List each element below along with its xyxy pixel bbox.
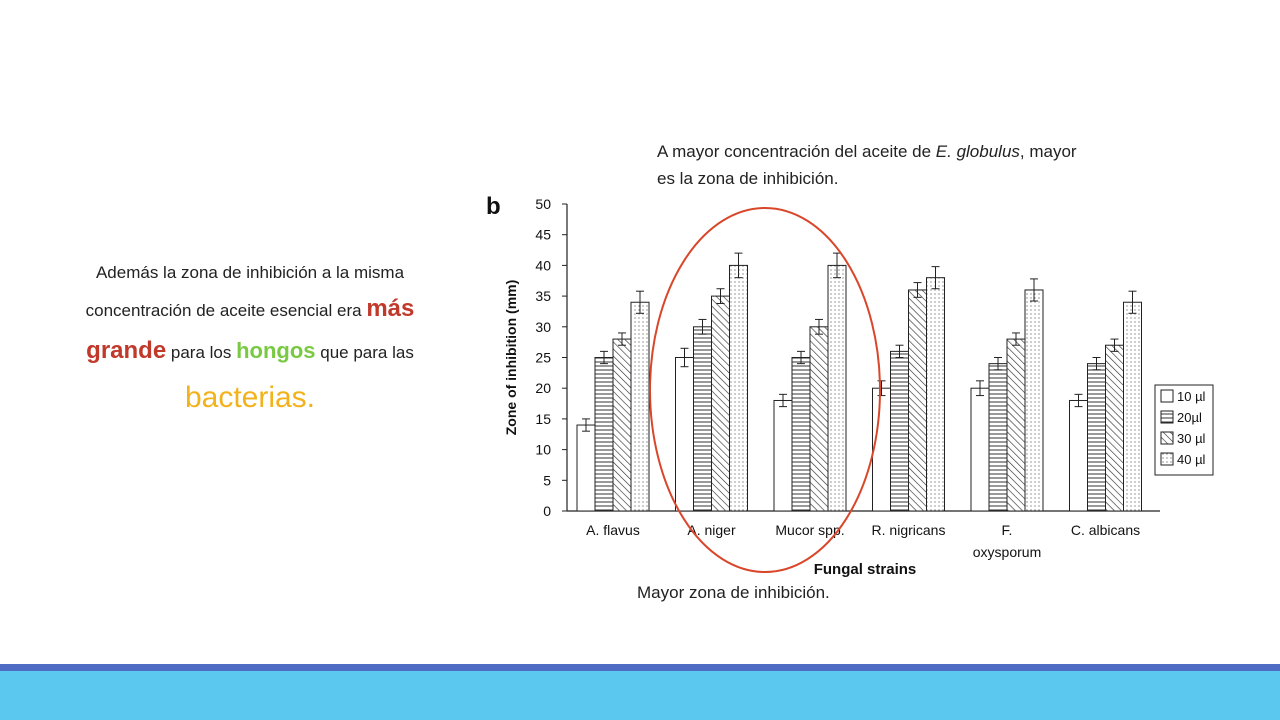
- bar: [926, 277, 945, 512]
- bar: [1024, 289, 1044, 512]
- legend-swatch: [1160, 431, 1174, 445]
- y-tick-label: 10: [535, 442, 551, 458]
- footer-cyan-band: [0, 671, 1280, 720]
- left-text-part2: para los: [166, 342, 237, 362]
- legend-swatch: [1160, 389, 1174, 403]
- footer-blue-strip: [0, 664, 1280, 671]
- bar: [988, 363, 1008, 512]
- y-tick-label: 45: [535, 227, 551, 243]
- y-tick-label: 25: [535, 350, 551, 366]
- bar: [729, 264, 748, 512]
- y-tick-label: 15: [535, 411, 551, 427]
- inhibition-bar-chart: b 0 5 10 15 20 25 30 35 40 45 50 Zone of inhibition …: [486, 193, 1214, 578]
- y-tick-label: 30: [535, 319, 551, 335]
- bar: [872, 387, 891, 512]
- bar: [970, 387, 990, 512]
- y-tick-label: 0: [543, 503, 551, 519]
- bar: [612, 338, 632, 512]
- y-axis-label: Zone of inhibition (mm): [503, 280, 519, 436]
- bar: [809, 326, 829, 512]
- bar: [1006, 338, 1026, 512]
- bar: [1069, 399, 1088, 512]
- bar: [1123, 301, 1142, 512]
- x-tick-label: oxysporum: [973, 544, 1041, 560]
- highlight-bacterias: bacterias.: [184, 380, 316, 414]
- x-tick-label: F.: [1002, 522, 1013, 538]
- bar: [1087, 363, 1106, 512]
- highlight-mas-grande: más grande: [86, 294, 415, 364]
- legend-swatch: [1160, 452, 1174, 466]
- bar: [908, 289, 927, 512]
- bar: [693, 326, 712, 512]
- bar: [890, 350, 909, 512]
- y-tick-label: 40: [535, 257, 551, 273]
- bar: [630, 301, 650, 512]
- x-tick-label: R. nigricans: [872, 522, 946, 538]
- bottom-annotation: Mayor zona de inhibición.: [637, 583, 830, 602]
- left-explanation: Además la zona de inhibición a la misma …: [70, 258, 430, 424]
- y-tick-label: 35: [535, 288, 551, 304]
- bar: [675, 357, 694, 512]
- panel-label: b: [486, 193, 501, 220]
- legend-label: 40 µl: [1177, 452, 1206, 467]
- top-annotation: A mayor concentración del aceite de E. g…: [657, 138, 1077, 192]
- y-tick-label: 50: [535, 196, 551, 212]
- x-axis-label: Fungal strains: [814, 561, 917, 578]
- bar: [827, 264, 847, 512]
- left-text-part1: Además la zona de inhibición a la misma …: [85, 263, 405, 320]
- legend-label: 20µl: [1177, 410, 1202, 425]
- top-note-species: E. globulus: [935, 142, 1020, 161]
- x-tick-label: Mucor spp.: [775, 522, 844, 538]
- highlight-hongos: hongos: [236, 337, 316, 363]
- bar: [773, 399, 793, 512]
- top-note-part1: A mayor concentración del aceite de: [657, 142, 936, 161]
- y-tick-label: 20: [535, 380, 551, 396]
- legend-label: 30 µl: [1177, 431, 1206, 446]
- legend-swatch: [1160, 410, 1174, 424]
- bar: [576, 424, 596, 512]
- x-tick-label: C. albicans: [1071, 522, 1140, 538]
- top-note-part2: , mayor es la zona de inhibición.: [657, 142, 1077, 189]
- x-tick-label: A. flavus: [586, 522, 640, 538]
- bar: [1105, 344, 1124, 512]
- y-tick-label: 5: [543, 472, 551, 488]
- bar: [711, 295, 730, 512]
- highlight-ellipse: [649, 207, 881, 573]
- legend-label: 10 µl: [1177, 389, 1206, 404]
- bar: [594, 357, 614, 512]
- x-tick-label: A. niger: [687, 522, 736, 538]
- left-text-part3: que para las: [315, 342, 414, 362]
- bar: [791, 357, 811, 512]
